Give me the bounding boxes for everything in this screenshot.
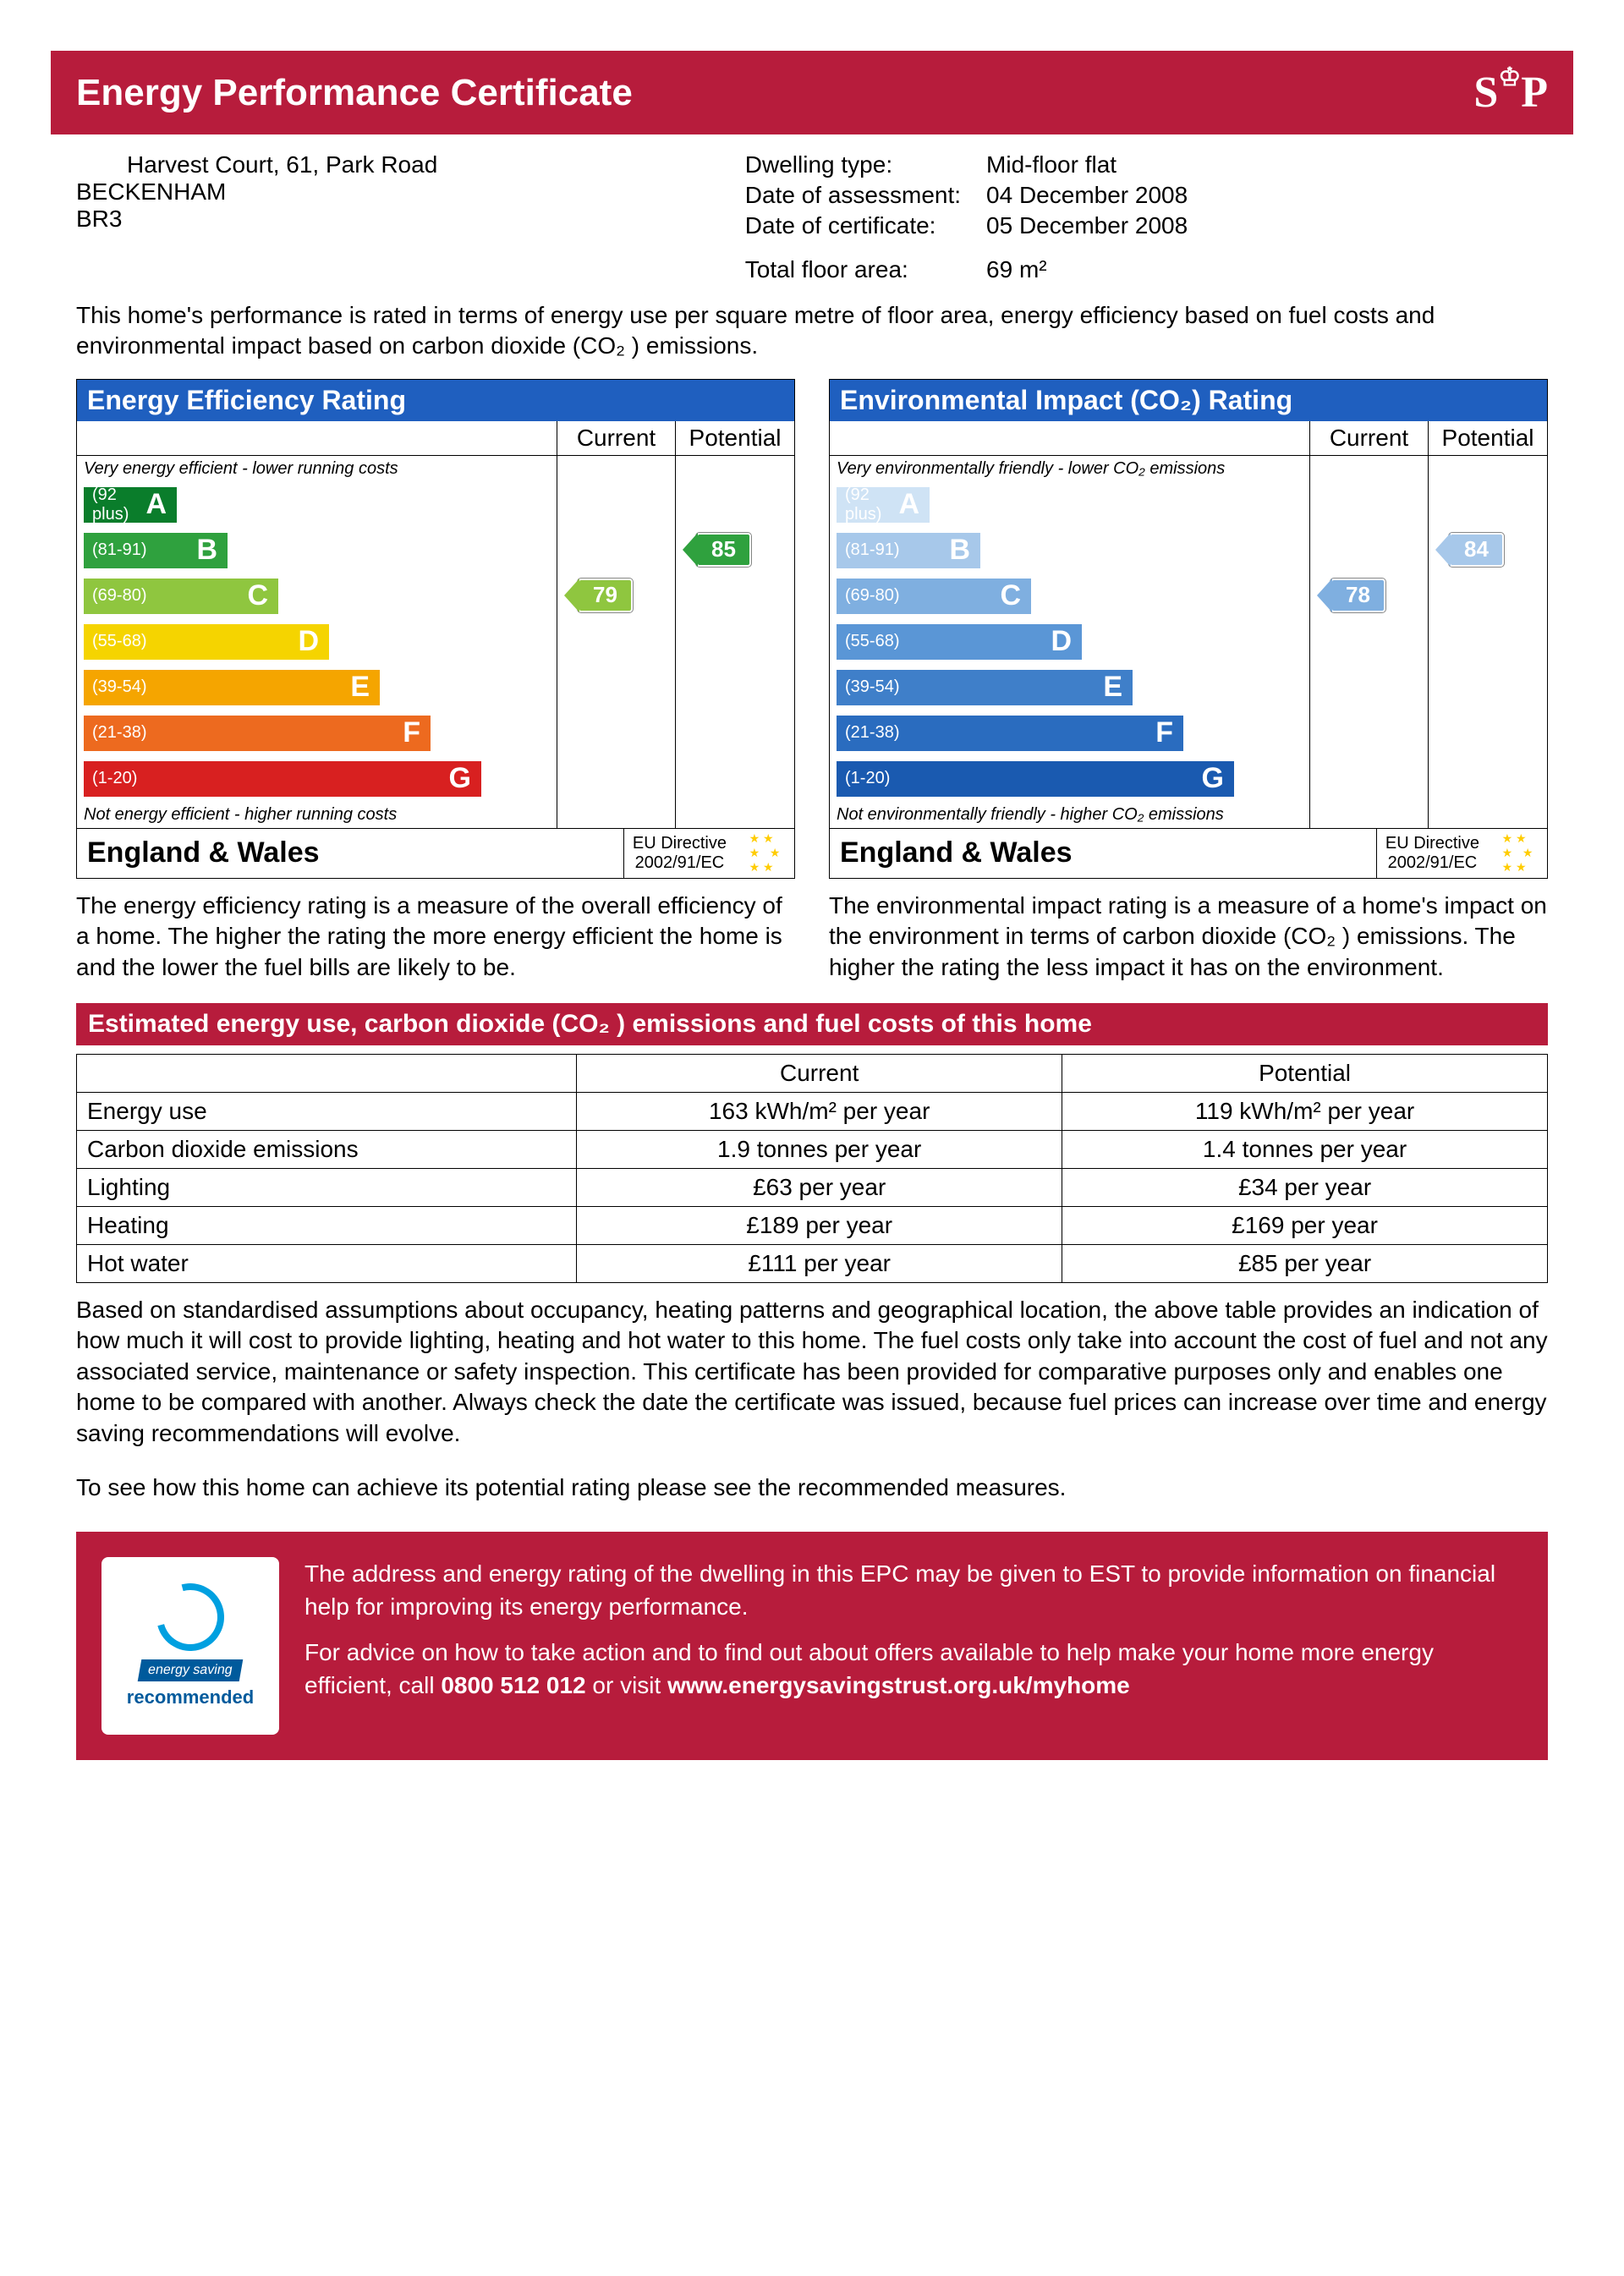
env-top-note: Very environmentally friendly - lower CO…	[830, 456, 1309, 482]
table-row: Hot water£111 per year£85 per year	[77, 1244, 1548, 1282]
sap-logo: S♔P	[1473, 68, 1548, 118]
band-e: (39-54)E	[837, 670, 1133, 705]
table-cell: £111 per year	[577, 1244, 1062, 1282]
footer-p1: The address and energy rating of the dwe…	[304, 1557, 1522, 1623]
rating-pointer: 79	[578, 579, 633, 612]
dwelling-value: Mid-floor flat	[986, 151, 1188, 178]
footer: energy saving recommended The address an…	[76, 1532, 1548, 1760]
table-row: Carbon dioxide emissions1.9 tonnes per y…	[77, 1130, 1548, 1168]
band-e: (39-54)E	[84, 670, 380, 705]
table-cell: Lighting	[77, 1168, 577, 1206]
table-cell: Heating	[77, 1206, 577, 1244]
area-label: Total floor area:	[745, 256, 961, 283]
table-cell: £169 per year	[1062, 1206, 1548, 1244]
table-header: Potential	[1062, 1054, 1548, 1092]
efficiency-chart: Energy Efficiency Rating Current Potenti…	[76, 379, 795, 879]
assessment-value: 04 December 2008	[986, 182, 1188, 209]
table-para: Based on standardised assumptions about …	[51, 1283, 1573, 1461]
area-value: 69 m²	[986, 256, 1188, 283]
table-cell: 163 kWh/m² per year	[577, 1092, 1062, 1130]
env-current-header: Current	[1310, 421, 1429, 455]
environmental-chart: Environmental Impact (CO₂) Rating Curren…	[829, 379, 1548, 879]
band-g: (1-20)G	[837, 761, 1234, 797]
band-c: (69-80)C	[837, 579, 1031, 614]
address-line2: BECKENHAM	[76, 178, 694, 206]
dwelling-label: Dwelling type:	[745, 151, 961, 178]
band-f: (21-38)F	[84, 716, 431, 751]
band-g: (1-20)G	[84, 761, 481, 797]
table-cell: Energy use	[77, 1092, 577, 1130]
table-row: Energy use163 kWh/m² per year119 kWh/m² …	[77, 1092, 1548, 1130]
footer-phone: 0800 512 012	[441, 1672, 585, 1698]
top-info: Harvest Court, 61, Park Road BECKENHAM B…	[51, 134, 1573, 292]
estimated-table: CurrentPotential Energy use163 kWh/m² pe…	[76, 1054, 1548, 1283]
est-banner: energy saving	[138, 1659, 243, 1681]
directive: EU Directive 2002/91/EC	[1376, 829, 1488, 878]
table-row: Lighting£63 per year£34 per year	[77, 1168, 1548, 1206]
band-c: (69-80)C	[84, 579, 278, 614]
band-a: (92 plus)A	[84, 487, 177, 523]
section-estimated-title: Estimated energy use, carbon dioxide (CO…	[76, 1003, 1548, 1045]
rating-pointer: 84	[1449, 533, 1504, 567]
potential-para: To see how this home can achieve its pot…	[51, 1461, 1573, 1515]
table-header	[77, 1054, 577, 1092]
address: Harvest Court, 61, Park Road BECKENHAM B…	[76, 151, 694, 283]
band-d: (55-68)D	[84, 624, 329, 660]
table-cell: £34 per year	[1062, 1168, 1548, 1206]
est-logo: energy saving recommended	[102, 1557, 279, 1735]
est-recommended: recommended	[127, 1686, 254, 1708]
table-row: Heating£189 per year£169 per year	[77, 1206, 1548, 1244]
table-cell: Carbon dioxide emissions	[77, 1130, 577, 1168]
eff-title: Energy Efficiency Rating	[77, 380, 794, 421]
band-d: (55-68)D	[837, 624, 1082, 660]
table-cell: 1.4 tonnes per year	[1062, 1130, 1548, 1168]
region: England & Wales	[77, 831, 623, 875]
band-a: (92 plus)A	[837, 487, 930, 523]
table-header: Current	[577, 1054, 1062, 1092]
bottom-note: Not environmentally friendly - higher CO…	[830, 802, 1309, 828]
rating-pointer: 78	[1330, 579, 1385, 612]
band-b: (81-91)B	[837, 533, 980, 568]
spacer	[745, 243, 1188, 253]
footer-p2: For advice on how to take action and to …	[304, 1636, 1522, 1702]
assessment-label: Date of assessment:	[745, 182, 961, 209]
env-potential-header: Potential	[1429, 421, 1547, 455]
eff-desc: The energy efficiency rating is a measur…	[76, 879, 795, 995]
address-line1: Harvest Court, 61, Park Road	[76, 151, 694, 178]
certificate-label: Date of certificate:	[745, 212, 961, 239]
page-title: Energy Performance Certificate	[76, 72, 633, 114]
table-cell: £63 per year	[577, 1168, 1062, 1206]
band-b: (81-91)B	[84, 533, 228, 568]
header: Energy Performance Certificate S♔P	[51, 51, 1573, 134]
table-cell: 119 kWh/m² per year	[1062, 1092, 1548, 1130]
table-cell: £85 per year	[1062, 1244, 1548, 1282]
eff-current-header: Current	[557, 421, 676, 455]
swirl-icon	[144, 1571, 236, 1664]
details: Dwelling type: Mid-floor flat Date of as…	[745, 151, 1188, 283]
env-title: Environmental Impact (CO₂) Rating	[830, 380, 1547, 421]
eff-potential-header: Potential	[676, 421, 794, 455]
table-cell: Hot water	[77, 1244, 577, 1282]
certificate-value: 05 December 2008	[986, 212, 1188, 239]
table-cell: 1.9 tonnes per year	[577, 1130, 1062, 1168]
table-cell: £189 per year	[577, 1206, 1062, 1244]
bottom-note: Not energy efficient - higher running co…	[77, 802, 557, 828]
eff-top-note: Very energy efficient - lower running co…	[77, 456, 557, 482]
rating-pointer: 85	[696, 533, 751, 567]
band-f: (21-38)F	[837, 716, 1183, 751]
region: England & Wales	[830, 831, 1376, 875]
env-desc: The environmental impact rating is a mea…	[829, 879, 1548, 995]
footer-url: www.energysavingstrust.org.uk/myhome	[667, 1672, 1130, 1698]
address-line3: BR3	[76, 206, 694, 233]
intro-text: This home's performance is rated in term…	[51, 292, 1573, 379]
directive: EU Directive 2002/91/EC	[623, 829, 735, 878]
